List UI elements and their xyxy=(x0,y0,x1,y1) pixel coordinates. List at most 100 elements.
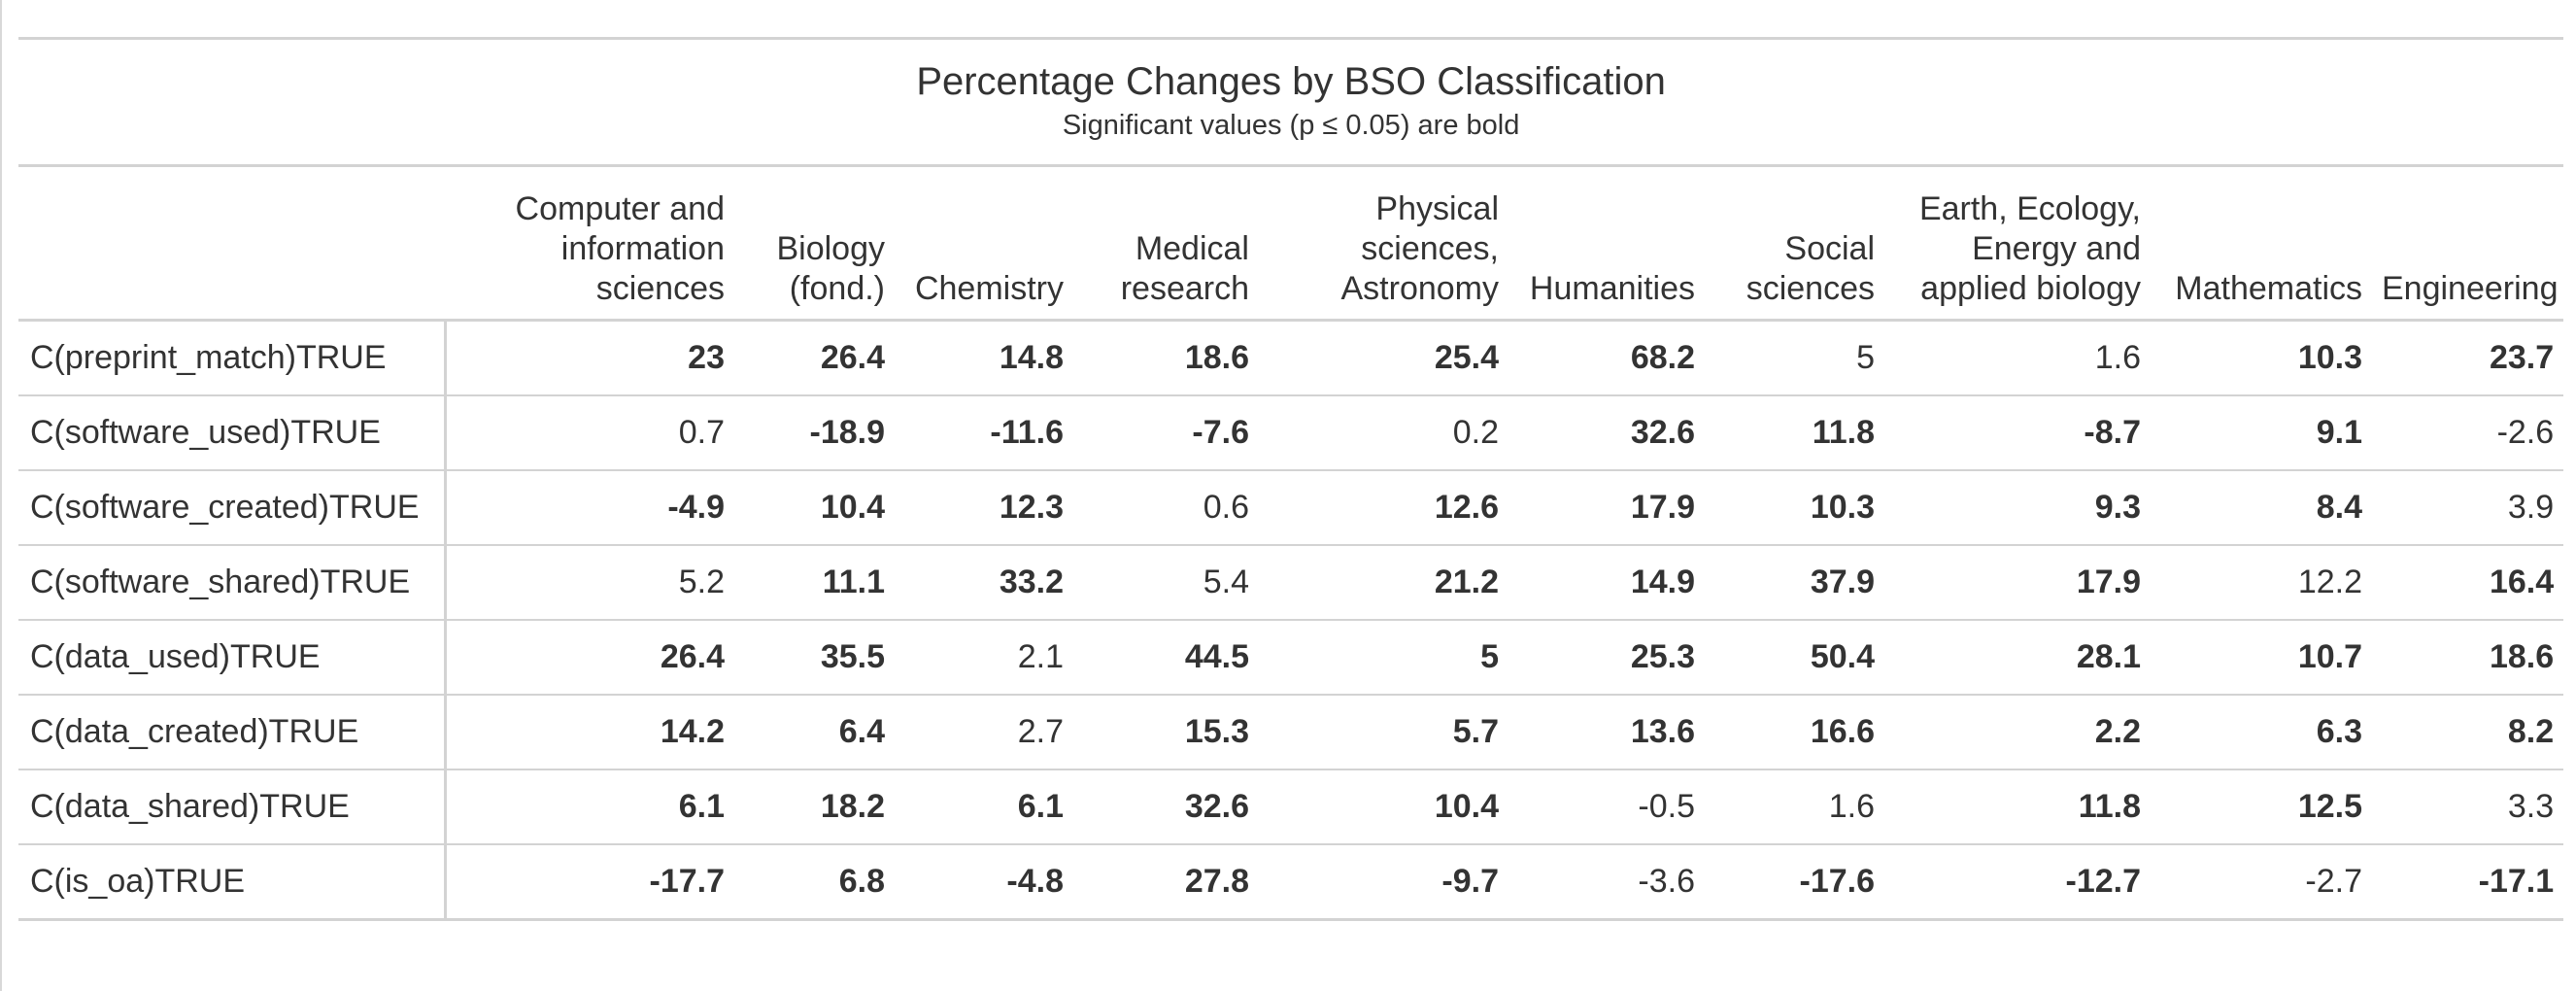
value-cell: 68.2 xyxy=(1508,320,1705,396)
value-cell: 18.2 xyxy=(734,769,895,845)
value-cell: 9.1 xyxy=(2151,395,2372,471)
value-cell: 9.3 xyxy=(1884,470,2151,546)
value-cell: 21.2 xyxy=(1259,545,1508,621)
value-cell: -4.9 xyxy=(445,470,734,546)
column-header-line: Computer and xyxy=(515,190,725,227)
value-cell: 14.9 xyxy=(1508,545,1705,621)
value-cell: -9.7 xyxy=(1259,844,1508,921)
value-cell: 2.2 xyxy=(1884,695,2151,770)
value-cell: 26.4 xyxy=(445,620,734,696)
value-cell: 10.4 xyxy=(734,470,895,546)
column-header-line: Chemistry xyxy=(914,270,1064,307)
value-cell: 14.8 xyxy=(895,320,1073,396)
column-header: Mathematics xyxy=(2151,165,2372,322)
value-cell: 13.6 xyxy=(1508,695,1705,770)
column-header-line: Medical xyxy=(1135,230,1249,267)
value-cell: 5.4 xyxy=(1073,545,1259,621)
row-label: C(data_created)TRUE xyxy=(18,695,447,770)
table-row: C(preprint_match)TRUE 23 26.4 14.8 18.6 25.4 6… xyxy=(18,320,2564,396)
column-header-line: research xyxy=(1120,270,1249,307)
value-cell: -12.7 xyxy=(1884,844,2151,921)
row-label: C(software_used)TRUE xyxy=(18,395,447,471)
value-cell: 11.8 xyxy=(1705,395,1884,471)
table-row: C(data_created)TRUE 14.2 6.4 2.7 15.3 5.7 13.6… xyxy=(18,695,2564,770)
column-header-line: Humanities xyxy=(1529,270,1695,307)
column-header: Chemistry xyxy=(895,165,1073,322)
value-cell: 16.6 xyxy=(1705,695,1884,770)
value-cell: 5.7 xyxy=(1259,695,1508,770)
value-cell: 25.4 xyxy=(1259,320,1508,396)
value-cell: 27.8 xyxy=(1073,844,1259,921)
value-cell: 10.4 xyxy=(1259,769,1508,845)
column-header-line: Mathematics xyxy=(2175,270,2362,307)
column-header-line: sciences, xyxy=(1361,230,1499,267)
value-cell: 6.3 xyxy=(2151,695,2372,770)
column-header-line: sciences xyxy=(1746,270,1875,307)
table-body: C(preprint_match)TRUE 23 26.4 14.8 18.6 25.4 6… xyxy=(18,320,2564,921)
value-cell: 0.6 xyxy=(1073,470,1259,546)
value-cell: 8.4 xyxy=(2151,470,2372,546)
column-header-line: Physical xyxy=(1375,190,1499,227)
table-row: C(software_used)TRUE 0.7 -18.9 -11.6 -7.6 0.2… xyxy=(18,395,2564,471)
column-header: Medical research xyxy=(1073,165,1259,322)
value-cell: 35.5 xyxy=(734,620,895,696)
value-cell: -4.8 xyxy=(895,844,1073,921)
value-cell: -18.9 xyxy=(734,395,895,471)
table-title: Percentage Changes by BSO Classification xyxy=(18,37,2564,104)
table-row: C(software_shared)TRUE 5.2 11.1 33.2 5.4 21.2… xyxy=(18,545,2564,621)
row-label: C(preprint_match)TRUE xyxy=(18,320,447,396)
value-cell: 28.1 xyxy=(1884,620,2151,696)
value-cell: 50.4 xyxy=(1705,620,1884,696)
column-header: Physical sciences, Astronomy xyxy=(1259,165,1508,322)
table-row: C(data_shared)TRUE 6.1 18.2 6.1 32.6 10.4 -0.5… xyxy=(18,769,2564,845)
value-cell: -2.7 xyxy=(2151,844,2372,921)
value-cell: 8.2 xyxy=(2372,695,2564,770)
value-cell: 10.3 xyxy=(1705,470,1884,546)
column-header-line: Earth, Ecology, xyxy=(1918,190,2141,227)
value-cell: 12.2 xyxy=(2151,545,2372,621)
table-subtitle: Significant values (p ≤ 0.05) are bold xyxy=(1062,110,1520,141)
value-cell: 3.9 xyxy=(2372,470,2564,546)
table-row: C(is_oa)TRUE -17.7 6.8 -4.8 27.8 -9.7 -3.6 -17.… xyxy=(18,844,2564,921)
value-cell: 16.4 xyxy=(2372,545,2564,621)
row-label: C(data_shared)TRUE xyxy=(18,769,447,845)
value-cell: 6.1 xyxy=(445,769,734,845)
value-cell: 18.6 xyxy=(2372,620,2564,696)
value-cell: 14.2 xyxy=(445,695,734,770)
value-cell: 10.7 xyxy=(2151,620,2372,696)
value-cell: 26.4 xyxy=(734,320,895,396)
value-cell: 32.6 xyxy=(1508,395,1705,471)
value-cell: 33.2 xyxy=(895,545,1073,621)
value-cell: -7.6 xyxy=(1073,395,1259,471)
value-cell: 23.7 xyxy=(2372,320,2564,396)
column-header: Computer and information sciences xyxy=(445,165,734,322)
value-cell: 5 xyxy=(1259,620,1508,696)
value-cell: 5.2 xyxy=(445,545,734,621)
value-cell: 5 xyxy=(1705,320,1884,396)
value-cell: 25.3 xyxy=(1508,620,1705,696)
column-header-line: Engineering xyxy=(2382,270,2559,307)
value-cell: 0.2 xyxy=(1259,395,1508,471)
value-cell: 2.7 xyxy=(895,695,1073,770)
results-table-container: Percentage Changes by BSO Classification… xyxy=(18,37,2564,921)
row-label: C(software_created)TRUE xyxy=(18,470,447,546)
value-cell: 12.3 xyxy=(895,470,1073,546)
column-header-line: information xyxy=(560,230,725,267)
value-cell: -0.5 xyxy=(1508,769,1705,845)
value-cell: 6.1 xyxy=(895,769,1073,845)
value-cell: 2.1 xyxy=(895,620,1073,696)
value-cell: 6.4 xyxy=(734,695,895,770)
value-cell: 11.8 xyxy=(1884,769,2151,845)
value-cell: 12.5 xyxy=(2151,769,2372,845)
value-cell: 1.6 xyxy=(1884,320,2151,396)
value-cell: 11.1 xyxy=(734,545,895,621)
value-cell: 32.6 xyxy=(1073,769,1259,845)
results-table: Percentage Changes by BSO Classification… xyxy=(18,37,2564,921)
value-cell: -2.6 xyxy=(2372,395,2564,471)
column-header: Biology (fond.) xyxy=(734,165,895,322)
column-header-line: (fond.) xyxy=(789,270,885,307)
stub-header xyxy=(18,165,445,322)
value-cell: 12.6 xyxy=(1259,470,1508,546)
value-cell: 6.8 xyxy=(734,844,895,921)
